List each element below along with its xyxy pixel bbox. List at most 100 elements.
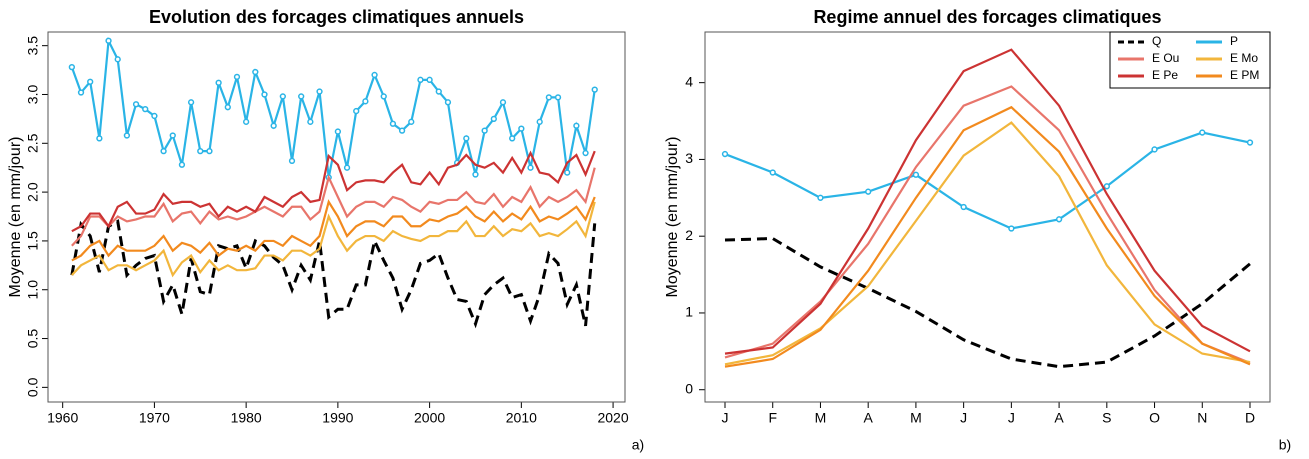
plot-frame bbox=[704, 31, 1271, 403]
series-marker bbox=[564, 169, 571, 176]
series-marker bbox=[769, 169, 776, 176]
series-marker bbox=[380, 93, 387, 100]
series-marker bbox=[573, 122, 580, 129]
series-marker bbox=[288, 157, 296, 165]
series-marker bbox=[371, 71, 378, 79]
series-marker bbox=[151, 112, 158, 120]
series-marker bbox=[307, 118, 314, 125]
series-marker bbox=[463, 135, 470, 142]
series-marker bbox=[215, 79, 222, 86]
series-marker bbox=[1151, 146, 1158, 153]
series-line bbox=[724, 85, 1251, 364]
series-line bbox=[724, 131, 1251, 230]
series-marker bbox=[123, 132, 131, 139]
chart-title: Evolution des forcages climatiques annue… bbox=[149, 7, 524, 27]
y-tick-label: 2 bbox=[685, 227, 693, 243]
series-marker bbox=[481, 127, 488, 134]
series-marker bbox=[114, 56, 121, 63]
series-line bbox=[70, 36, 596, 178]
x-tick-label: 1960 bbox=[47, 410, 78, 426]
x-tick-label: 1970 bbox=[139, 410, 170, 426]
series-marker bbox=[96, 135, 103, 142]
series-marker bbox=[582, 149, 589, 157]
series-marker bbox=[160, 147, 167, 155]
series-marker bbox=[261, 91, 268, 98]
series-marker bbox=[527, 164, 534, 171]
series-marker bbox=[817, 194, 824, 201]
series-line bbox=[71, 201, 596, 278]
series-line bbox=[71, 196, 596, 262]
series-marker bbox=[298, 93, 305, 100]
y-tick-label: 0 bbox=[685, 380, 693, 396]
series-marker bbox=[398, 127, 406, 134]
series-marker bbox=[490, 115, 497, 123]
y-tick-label: 0.0 bbox=[25, 377, 41, 397]
series-marker bbox=[408, 118, 415, 125]
y-tick-label: 4 bbox=[685, 73, 693, 89]
series-line bbox=[71, 167, 596, 247]
series-marker bbox=[178, 161, 186, 168]
y-tick-label: 2.0 bbox=[25, 182, 41, 202]
x-tick-label: S bbox=[1102, 410, 1111, 426]
series-line bbox=[724, 121, 1251, 366]
series-marker bbox=[334, 128, 342, 135]
y-tick-label: 0.5 bbox=[25, 329, 41, 349]
panel-label: b) bbox=[1279, 437, 1291, 453]
series-line bbox=[724, 105, 1251, 368]
series-marker bbox=[242, 118, 250, 125]
legend-label: P bbox=[1230, 34, 1238, 48]
series-marker bbox=[865, 188, 872, 195]
x-tick-label: J bbox=[960, 410, 967, 426]
x-tick-label: D bbox=[1245, 410, 1255, 426]
series-marker bbox=[105, 37, 112, 44]
series-marker bbox=[417, 76, 424, 83]
series-line bbox=[71, 150, 596, 233]
panel-label: a) bbox=[632, 437, 644, 453]
x-tick-label: A bbox=[1054, 410, 1064, 426]
series-marker bbox=[187, 99, 195, 106]
y-axis-label: Moyenne (en mm/jour) bbox=[664, 137, 681, 298]
series-marker bbox=[87, 78, 94, 85]
series-marker bbox=[721, 150, 729, 158]
series-marker bbox=[960, 203, 967, 211]
series-marker bbox=[142, 105, 149, 113]
y-tick-label: 2.5 bbox=[25, 133, 41, 153]
series-marker bbox=[1246, 139, 1254, 146]
y-tick-label: 1.0 bbox=[25, 280, 41, 300]
series-line bbox=[70, 219, 597, 329]
legend-label: Q bbox=[1152, 34, 1161, 48]
series-marker bbox=[1008, 225, 1015, 232]
series-marker bbox=[233, 73, 241, 81]
series-marker bbox=[77, 89, 85, 96]
series-marker bbox=[912, 171, 920, 178]
series-marker bbox=[169, 132, 176, 139]
legend-label: E PM bbox=[1230, 68, 1259, 82]
chart-title: Regime annuel des forcages climatiques bbox=[813, 7, 1161, 27]
series-marker bbox=[197, 147, 204, 155]
series-marker bbox=[426, 76, 433, 83]
x-tick-label: M bbox=[910, 410, 922, 426]
series-marker bbox=[444, 99, 452, 106]
y-axis-label: Moyenne (en mm/jour) bbox=[7, 137, 24, 298]
series-marker bbox=[224, 104, 231, 111]
series-marker bbox=[536, 118, 543, 125]
y-tick-label: 3.0 bbox=[25, 85, 41, 105]
x-tick-label: F bbox=[768, 410, 777, 426]
series-marker bbox=[1199, 129, 1206, 136]
series-marker bbox=[591, 86, 598, 93]
y-tick-label: 1 bbox=[685, 304, 693, 320]
series-marker bbox=[270, 122, 277, 129]
series-marker bbox=[1103, 183, 1110, 190]
series-marker bbox=[316, 88, 323, 95]
x-tick-label: 2020 bbox=[597, 410, 628, 426]
y-tick-label: 1.5 bbox=[25, 231, 41, 251]
y-tick-label: 3.5 bbox=[25, 36, 41, 56]
x-tick-label: 1990 bbox=[322, 410, 353, 426]
series-marker bbox=[472, 171, 479, 178]
x-tick-label: 2010 bbox=[506, 410, 537, 426]
series-marker bbox=[499, 99, 507, 106]
series-marker bbox=[353, 107, 360, 115]
series-marker bbox=[509, 135, 516, 142]
